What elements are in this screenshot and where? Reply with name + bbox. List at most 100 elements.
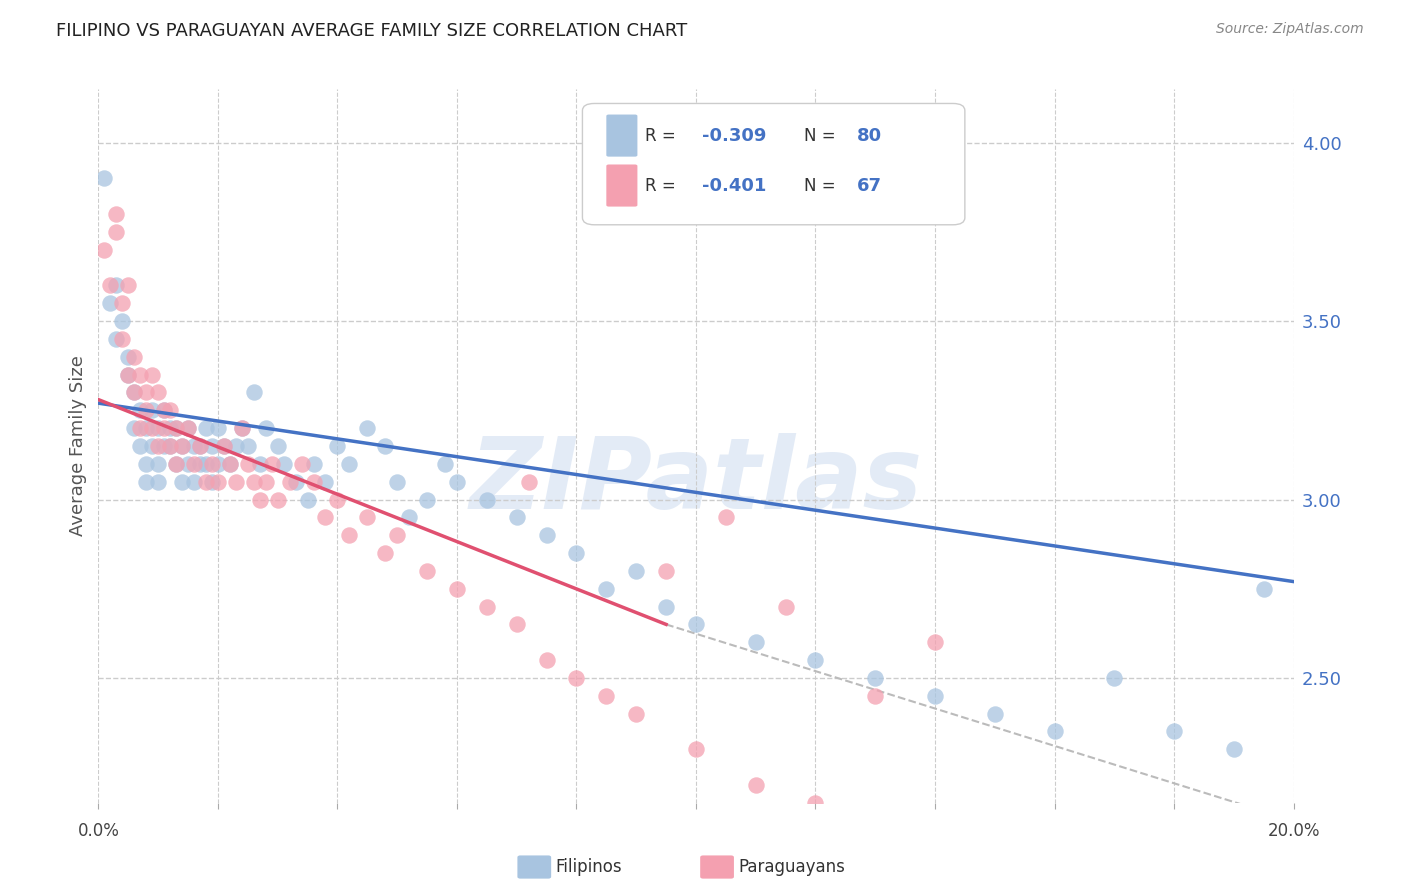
Point xyxy=(475,599,498,614)
Point xyxy=(148,385,170,400)
Text: Paraguayans: Paraguayans xyxy=(738,858,845,876)
Point xyxy=(984,706,1007,721)
Point xyxy=(655,599,678,614)
Point xyxy=(249,457,271,471)
Point xyxy=(434,457,457,471)
Point xyxy=(374,546,396,560)
Point xyxy=(865,689,887,703)
Point xyxy=(685,617,707,632)
Point xyxy=(225,439,247,453)
Point xyxy=(124,350,146,364)
Point xyxy=(117,368,139,382)
Point xyxy=(249,492,271,507)
Point xyxy=(165,421,187,435)
Point xyxy=(207,457,229,471)
Point xyxy=(212,439,235,453)
Point xyxy=(804,653,827,667)
Point xyxy=(278,475,301,489)
Point xyxy=(924,635,946,649)
Point xyxy=(225,475,247,489)
Point xyxy=(135,403,157,417)
Text: Filipinos: Filipinos xyxy=(555,858,621,876)
Point xyxy=(565,546,588,560)
Point xyxy=(141,403,163,417)
Point xyxy=(135,385,157,400)
Point xyxy=(183,457,205,471)
Point xyxy=(231,421,253,435)
Point xyxy=(243,475,266,489)
Text: N =: N = xyxy=(804,177,841,194)
Point xyxy=(506,510,529,524)
Point xyxy=(565,671,588,685)
Point xyxy=(685,742,707,756)
Point xyxy=(219,457,242,471)
Point xyxy=(141,421,163,435)
Point xyxy=(374,439,396,453)
Point xyxy=(398,510,420,524)
Point xyxy=(93,171,115,186)
Point xyxy=(188,439,211,453)
Point xyxy=(195,475,218,489)
Point xyxy=(339,457,360,471)
Point xyxy=(129,421,152,435)
Point xyxy=(385,528,409,542)
Point xyxy=(302,457,325,471)
Point xyxy=(267,492,290,507)
Point xyxy=(183,475,205,489)
Point xyxy=(135,475,157,489)
Point xyxy=(416,492,439,507)
Point xyxy=(188,457,211,471)
Point xyxy=(111,332,134,346)
Point xyxy=(117,278,139,293)
Point xyxy=(339,528,360,542)
Point xyxy=(243,385,266,400)
Point xyxy=(172,475,194,489)
Y-axis label: Average Family Size: Average Family Size xyxy=(69,356,87,536)
Point xyxy=(804,796,827,810)
Point xyxy=(219,457,242,471)
Point xyxy=(865,671,887,685)
Point xyxy=(165,421,187,435)
Point xyxy=(284,475,307,489)
Point xyxy=(385,475,409,489)
FancyBboxPatch shape xyxy=(582,103,965,225)
Point xyxy=(159,403,181,417)
Point xyxy=(315,475,337,489)
FancyBboxPatch shape xyxy=(606,114,637,157)
Text: -0.309: -0.309 xyxy=(702,127,766,145)
Text: R =: R = xyxy=(644,127,681,145)
Point xyxy=(153,403,176,417)
Point xyxy=(714,510,737,524)
Point xyxy=(177,421,200,435)
Point xyxy=(201,475,224,489)
Point xyxy=(775,599,797,614)
Point xyxy=(273,457,295,471)
Point xyxy=(129,403,152,417)
Point xyxy=(100,278,122,293)
Point xyxy=(254,475,277,489)
Point xyxy=(595,689,617,703)
Point xyxy=(315,510,337,524)
Point xyxy=(124,385,146,400)
Point xyxy=(207,475,229,489)
Point xyxy=(626,564,648,578)
Point xyxy=(326,439,349,453)
Point xyxy=(141,439,163,453)
Point xyxy=(356,421,378,435)
Point xyxy=(1253,582,1275,596)
Point xyxy=(626,706,648,721)
Point xyxy=(236,439,259,453)
Point xyxy=(148,421,170,435)
Text: Source: ZipAtlas.com: Source: ZipAtlas.com xyxy=(1216,22,1364,37)
Point xyxy=(105,207,128,221)
Point xyxy=(212,439,235,453)
Point xyxy=(1163,724,1185,739)
Point xyxy=(135,421,157,435)
Point xyxy=(100,296,122,310)
Point xyxy=(124,421,146,435)
Point xyxy=(416,564,439,578)
Point xyxy=(153,439,176,453)
FancyBboxPatch shape xyxy=(606,164,637,207)
Point xyxy=(356,510,378,524)
Point xyxy=(195,457,218,471)
